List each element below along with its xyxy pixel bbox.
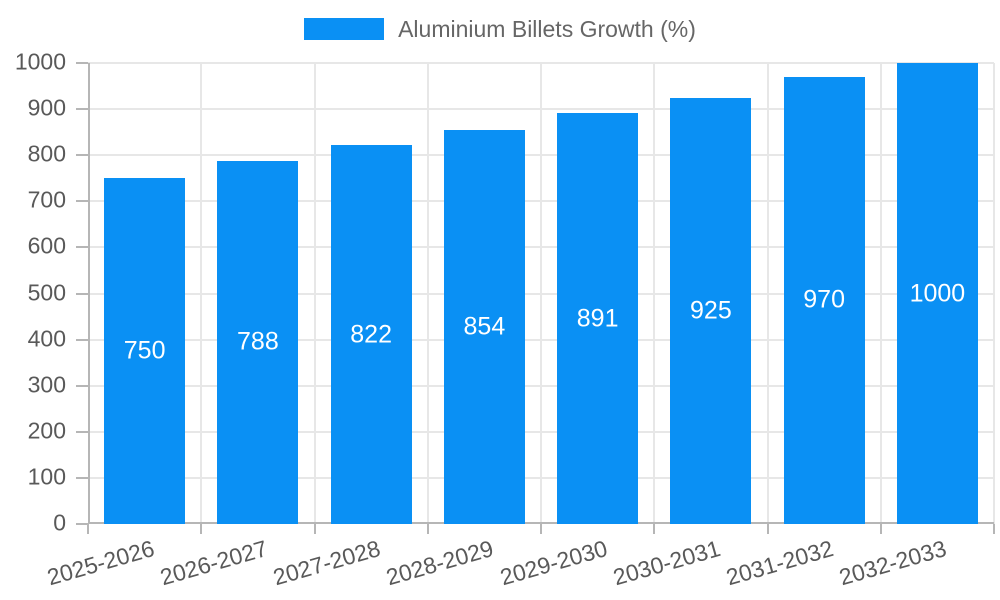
bar-value-label: 1000 xyxy=(909,279,966,307)
bar[interactable] xyxy=(443,130,525,524)
bar-value-label: 822 xyxy=(350,320,392,349)
x-tick-label: 2026-2027 xyxy=(157,535,271,591)
x-tick-label: 2027-2028 xyxy=(270,535,384,591)
x-axis-tick xyxy=(200,524,203,534)
x-tick-label: 2028-2029 xyxy=(383,535,497,591)
y-axis-tick xyxy=(76,292,88,295)
x-tick-label: 2030-2031 xyxy=(610,535,724,591)
bar-value-label: 970 xyxy=(803,285,845,314)
bar-value-label: 925 xyxy=(690,296,732,325)
y-tick-label: 900 xyxy=(27,94,66,121)
x-axis-tick xyxy=(766,524,769,534)
bar[interactable] xyxy=(896,63,978,524)
y-axis-tick xyxy=(76,246,88,249)
x-axis-tick xyxy=(540,524,542,534)
bar-value-label: 854 xyxy=(463,312,506,341)
y-tick-label: 300 xyxy=(27,371,66,398)
x-axis-tick xyxy=(993,524,995,534)
gridline-vertical xyxy=(200,63,203,524)
x-tick-label: 2031-2032 xyxy=(723,535,837,591)
plot-area: 0 100 200 300 400 500 600 700 800 900 1000 750 2025-… xyxy=(15,48,995,590)
x-tick-label: 2025-2026 xyxy=(43,535,157,591)
y-axis-tick xyxy=(76,108,88,111)
y-axis-tick xyxy=(76,154,88,157)
y-axis-tick xyxy=(76,338,88,341)
y-tick-label: 200 xyxy=(27,417,66,444)
y-axis-tick xyxy=(76,384,88,387)
y-tick-label: 600 xyxy=(27,232,66,259)
x-axis-tick xyxy=(87,524,89,534)
y-tick-label: 400 xyxy=(27,325,66,352)
bar[interactable] xyxy=(217,160,299,524)
y-tick-label: 500 xyxy=(27,278,66,305)
x-tick-label: 2032-2033 xyxy=(836,535,950,591)
y-tick-label: 0 xyxy=(53,509,66,536)
x-axis-tick xyxy=(879,524,882,534)
gridline-vertical xyxy=(879,63,882,524)
bar-value-label: 750 xyxy=(123,336,166,365)
bar[interactable] xyxy=(330,145,412,524)
gridline-vertical xyxy=(426,63,429,524)
x-tick-label: 2029-2030 xyxy=(496,535,610,591)
bar-value-label: 891 xyxy=(576,304,619,333)
gridline-vertical xyxy=(766,63,769,524)
y-tick-label: 700 xyxy=(27,186,66,213)
legend-label: Aluminium Billets Growth (%) xyxy=(398,16,696,42)
y-tick-label: 800 xyxy=(27,140,66,167)
bar[interactable] xyxy=(783,76,865,524)
bar-value-label: 788 xyxy=(237,327,279,356)
y-axis-tick xyxy=(76,62,88,64)
x-axis-tick xyxy=(426,524,429,534)
x-axis-tick xyxy=(653,524,656,534)
x-axis-tick xyxy=(313,524,316,534)
bar[interactable] xyxy=(557,113,639,524)
y-axis-line xyxy=(88,63,90,524)
y-tick-label: 1000 xyxy=(14,48,66,75)
bar[interactable] xyxy=(670,97,752,524)
bar[interactable] xyxy=(104,178,186,524)
legend-color-swatch xyxy=(304,18,385,40)
y-axis-tick xyxy=(76,200,88,203)
y-tick-label: 100 xyxy=(27,463,66,490)
legend-item[interactable]: Aluminium Billets Growth (%) xyxy=(0,16,1000,42)
gridline-vertical xyxy=(653,63,656,524)
gridline-vertical xyxy=(313,63,316,524)
y-axis-tick xyxy=(76,476,88,479)
y-axis-tick xyxy=(76,523,88,525)
gridline-vertical xyxy=(993,63,995,524)
gridline-vertical xyxy=(540,63,542,524)
x-axis-line xyxy=(88,522,994,524)
y-axis-tick xyxy=(76,430,88,433)
